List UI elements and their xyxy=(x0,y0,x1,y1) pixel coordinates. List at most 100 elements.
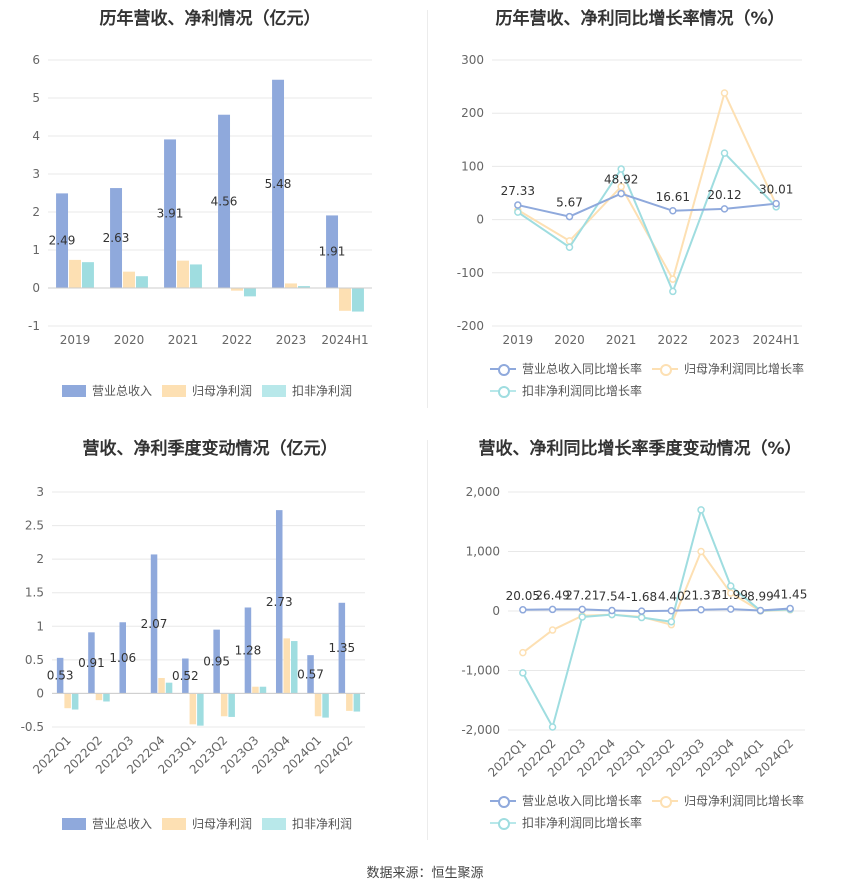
legend-item-profit-growth[interactable]: 归母净利润同比增长率 xyxy=(652,792,804,809)
data-label: 3.91 xyxy=(157,207,184,221)
data-label: 21.37 xyxy=(684,589,718,603)
point-deducted-growth xyxy=(565,243,574,252)
legend-label: 归母净利润 xyxy=(192,817,253,831)
bar-profit xyxy=(346,693,353,711)
legend-item-revenue-growth[interactable]: 营业总收入同比增长率 xyxy=(490,792,642,809)
point-profit-growth xyxy=(697,547,705,556)
legend-label: 归母净利润 xyxy=(192,384,253,398)
bar-revenue xyxy=(218,114,231,288)
data-label: 2.63 xyxy=(103,231,130,245)
data-label: 2.73 xyxy=(266,595,293,609)
y-tick-label: 1 xyxy=(36,619,44,633)
y-tick-label: 0.5 xyxy=(25,653,44,667)
bar-profit xyxy=(252,686,259,694)
data-label: 5.67 xyxy=(556,196,583,210)
bar-deducted xyxy=(189,264,202,288)
point-revenue-growth xyxy=(514,201,522,209)
legend-label: 营业总收入同比增长率 xyxy=(522,794,643,808)
bar-deducted xyxy=(71,693,79,710)
legend-item-deducted[interactable]: 扣非净利润 xyxy=(262,815,352,832)
bar-profit xyxy=(69,259,81,288)
legend-item-revenue[interactable]: 营业总收入 xyxy=(62,815,152,832)
point-deducted-growth xyxy=(514,208,522,216)
bar-revenue xyxy=(275,510,283,694)
point-deducted-growth xyxy=(697,506,705,514)
bar-revenue xyxy=(119,622,126,694)
data-label: 20.05 xyxy=(506,589,540,603)
legend-label: 营业总收入 xyxy=(92,817,153,831)
bar-profit xyxy=(339,288,351,311)
bar-deducted xyxy=(103,693,110,702)
point-revenue-growth xyxy=(548,605,557,614)
chart-title: 历年营收、净利同比增长率情况（%） xyxy=(495,9,785,29)
divider-top xyxy=(427,10,428,408)
bar-profit xyxy=(283,638,291,694)
bar-profit xyxy=(231,288,243,291)
legend-label: 营业总收入同比增长率 xyxy=(522,362,643,376)
bar-profit xyxy=(220,693,228,717)
legend-label: 归母净利润同比增长率 xyxy=(684,362,805,376)
data-label: 0.57 xyxy=(297,667,324,681)
legend-item-deducted[interactable]: 扣非净利润 xyxy=(262,382,352,399)
bar-revenue xyxy=(56,193,69,288)
point-revenue-growth xyxy=(772,199,780,208)
bar-revenue xyxy=(88,632,95,694)
point-profit-growth xyxy=(617,182,625,191)
legend-item-profit-growth[interactable]: 归母净利润同比增长率 xyxy=(652,360,804,377)
bar-deducted xyxy=(81,262,94,288)
legend-item-revenue-growth[interactable]: 营业总收入同比增长率 xyxy=(490,360,642,377)
legend-item-revenue[interactable]: 营业总收入 xyxy=(62,382,152,399)
legend-label: 归母净利润同比增长率 xyxy=(684,794,805,808)
x-tick-label: 2021 xyxy=(606,333,637,347)
bar-revenue xyxy=(326,215,339,288)
quarterly-amount-panel: 营收、净利季度变动情况（亿元） -0.5 0 0.5 1 1.5 2 2.5 3 2022Q1 2… xyxy=(0,430,420,850)
y-tick-label: 2,000 xyxy=(466,485,500,499)
bar-revenue xyxy=(182,658,189,694)
annual-growth-panel: 历年营收、净利同比增长率情况（%） -200 -100 0 100 200 300 2019… xyxy=(430,0,850,410)
y-tick-label: 200 xyxy=(461,106,484,120)
bar-revenue xyxy=(164,139,177,288)
data-label: 7.54 xyxy=(599,590,626,604)
point-revenue-growth xyxy=(720,205,729,213)
annual-amount-chart: -1 0 1 2 3 4 5 6 2019 2020 2021 2022 2023 2024H1 2.49 2… xyxy=(28,53,372,347)
annual-amount-panel: 历年营收、净利情况（亿元） -1 0 1 2 3 4 5 6 2019 2020 2021 2022 2… xyxy=(0,0,420,410)
bar-profit xyxy=(285,283,297,288)
line-deducted-growth xyxy=(517,151,777,295)
data-label: 2.49 xyxy=(49,234,76,248)
y-tick-label: 1 xyxy=(32,243,40,257)
bar-deducted xyxy=(351,288,364,312)
bar-revenue xyxy=(307,655,314,694)
bar-profit xyxy=(314,693,322,717)
line-deducted-growth xyxy=(521,506,791,730)
data-label: 31.99 xyxy=(714,588,748,602)
bar-deducted xyxy=(353,693,361,712)
legend-item-profit[interactable]: 归母净利润 xyxy=(162,815,252,832)
legend-item-deducted-growth[interactable]: 扣非净利润同比增长率 xyxy=(490,814,642,831)
legend-swatch xyxy=(652,363,678,376)
legend-label: 营业总收入 xyxy=(92,384,153,398)
x-tick-label: 2022 xyxy=(222,333,253,347)
y-tick-label: 6 xyxy=(32,53,40,67)
y-tick-label: 5 xyxy=(32,91,40,105)
point-deducted-growth xyxy=(727,582,735,590)
data-label: 4.40 xyxy=(658,590,685,604)
bar-revenue xyxy=(244,607,252,694)
bar-revenue xyxy=(110,188,123,288)
line-revenue-growth xyxy=(517,192,777,218)
point-profit-growth xyxy=(669,275,677,283)
bar-deducted xyxy=(135,276,148,288)
legend-item-profit[interactable]: 归母净利润 xyxy=(162,382,252,399)
point-deducted-growth xyxy=(519,669,527,677)
legend-label: 扣非净利润 xyxy=(292,817,353,831)
y-tick-label: -100 xyxy=(457,266,484,280)
bar-deducted xyxy=(243,288,256,297)
bar-profit xyxy=(95,693,103,701)
bar-deducted xyxy=(291,641,298,694)
legend-item-deducted-growth[interactable]: 扣非净利润同比增长率 xyxy=(490,382,642,399)
chart-title: 营收、净利同比增长率季度变动情况（%） xyxy=(478,439,802,459)
line-revenue-growth xyxy=(522,607,791,613)
point-revenue-growth xyxy=(727,605,735,613)
point-deducted-growth xyxy=(637,613,646,622)
x-tick-label: 2019 xyxy=(60,333,91,347)
point-revenue-growth xyxy=(697,605,705,614)
